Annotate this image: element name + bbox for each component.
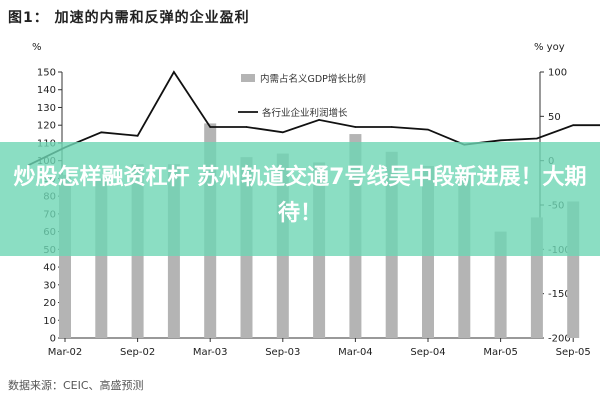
figure-title: 图1： 加速的内需和反弹的企业盈利 xyxy=(8,10,250,26)
line-point xyxy=(245,126,248,128)
x-tick-label: Sep-03 xyxy=(265,347,300,358)
x-tick-label: Sep-02 xyxy=(120,347,155,358)
x-tick-label: Mar-04 xyxy=(338,347,373,358)
x-tick-label: Mar-05 xyxy=(483,347,518,358)
line-point xyxy=(499,139,502,142)
source-note: 数据来源：CEIC、高盛预测 xyxy=(8,379,144,392)
y-tick-label: 20 xyxy=(43,298,56,309)
legend-label-line: 各行业企业利润增长 xyxy=(262,107,348,119)
x-tick-label: Mar-03 xyxy=(193,347,228,358)
y2-tick-label: 50 xyxy=(548,112,561,123)
y-tick-label: 10 xyxy=(43,316,56,327)
line-point xyxy=(390,126,393,128)
line-point xyxy=(136,135,139,137)
overlay-banner[interactable]: 炒股怎样融资杠杆 苏州轨道交通7号线吴中段新进展！大期待！ xyxy=(0,142,600,256)
y-tick-label: 40 xyxy=(43,263,56,274)
x-tick-label: Mar-02 xyxy=(48,347,83,358)
y2-tick-label: -200 xyxy=(548,334,571,345)
line-point xyxy=(173,71,175,73)
line-point xyxy=(572,124,574,126)
y2-tick-label: 100 xyxy=(548,68,567,79)
legend-swatch-bar xyxy=(241,74,255,82)
line-point xyxy=(282,131,284,134)
bar xyxy=(494,231,507,338)
x-tick-label: Sep-04 xyxy=(410,347,445,358)
y-tick-label: 30 xyxy=(43,280,56,291)
y-tick-label: 0 xyxy=(50,334,56,345)
x-tick-label: Sep-05 xyxy=(556,347,591,358)
y-axis-label: % xyxy=(32,42,42,53)
line-point xyxy=(536,137,538,140)
line-point xyxy=(354,126,357,128)
line-point xyxy=(209,126,211,128)
y-tick-label: 150 xyxy=(37,68,56,79)
legend-label-bar: 内需占名义GDP增长比例 xyxy=(260,73,366,85)
line-point xyxy=(427,128,429,131)
y-tick-label: 140 xyxy=(37,85,56,96)
y-tick-label: 120 xyxy=(37,121,56,132)
overlay-headline[interactable]: 炒股怎样融资杠杆 苏州轨道交通7号线吴中段新进展！大期待！ xyxy=(13,165,587,226)
y-tick-label: 130 xyxy=(37,103,56,114)
line-point xyxy=(318,119,320,121)
line-point xyxy=(100,131,103,134)
y2-axis-label: % yoy xyxy=(534,42,565,53)
y2-tick-label: -150 xyxy=(548,289,571,300)
